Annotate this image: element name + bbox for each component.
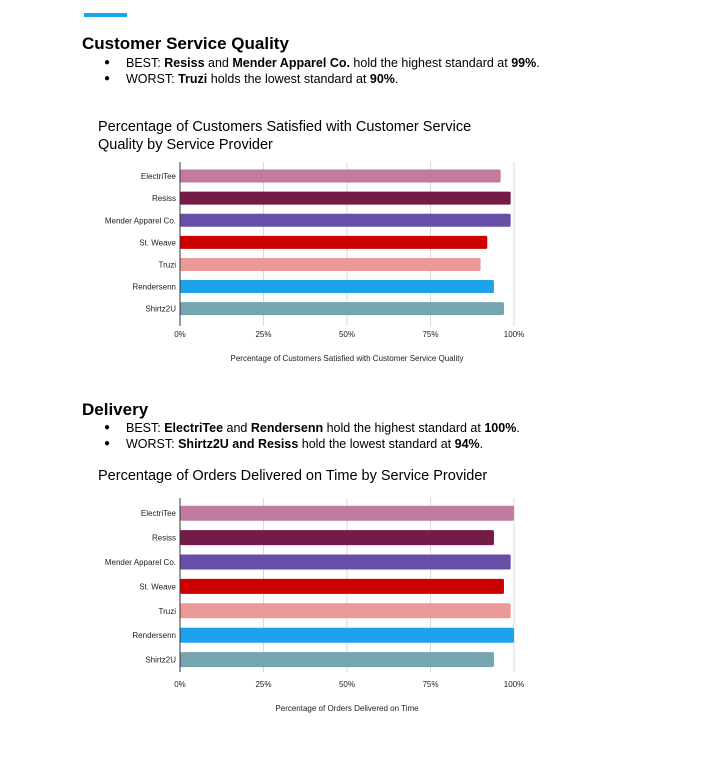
section-title-customer-service: Customer Service Quality: [82, 34, 289, 53]
category-label: Resiss: [152, 194, 176, 203]
category-label: St. Weave: [139, 582, 176, 591]
bullet-text: holds the lowest standard at: [207, 72, 370, 86]
category-label: Resiss: [152, 534, 176, 543]
bullet-text: and: [204, 56, 233, 70]
x-tick-label: 75%: [422, 330, 438, 339]
bar: [180, 530, 494, 546]
bullet-highlight: 100%: [484, 421, 517, 435]
category-label: Truzi: [159, 260, 177, 269]
bullet-highlight: Rendersenn: [250, 421, 324, 435]
bullet-text: hold the highest standard at: [323, 421, 485, 435]
bullet-highlight: Mender Apparel Co.: [232, 56, 350, 70]
bullet-item: BEST: Resiss and Mender Apparel Co. hold…: [104, 55, 540, 71]
bullet-text: BEST:: [126, 421, 165, 435]
x-tick-label: 25%: [255, 330, 271, 339]
bullet-text: .: [394, 72, 399, 86]
category-label: Truzi: [159, 607, 177, 616]
bullet-highlight: Resiss: [164, 56, 205, 70]
bar: [180, 652, 494, 668]
accent-bar: [84, 13, 127, 17]
bullet-highlight: 90%: [369, 72, 395, 86]
bar: [180, 235, 488, 249]
customer-service-bullets: BEST: Resiss and Mender Apparel Co. hold…: [104, 55, 540, 87]
x-tick-label: 100%: [504, 680, 524, 689]
bullet-item: WORST: Shirtz2U and Resiss hold the lowe…: [104, 436, 520, 452]
x-tick-label: 50%: [339, 330, 355, 339]
bullet-text: .: [479, 437, 484, 451]
bullet-text: WORST:: [126, 72, 179, 86]
bullet-text: .: [536, 56, 540, 70]
bar: [180, 257, 481, 271]
bullet-highlight: Shirtz2U and Resiss: [178, 437, 299, 451]
bar: [180, 302, 504, 316]
bar: [180, 603, 511, 619]
x-tick-label: 0%: [174, 330, 186, 339]
x-axis-label: Percentage of Orders Delivered on Time: [275, 704, 419, 713]
category-label: St. Weave: [139, 238, 176, 247]
bullet-text: hold the highest standard at: [349, 56, 512, 70]
bullet-highlight: 94%: [454, 437, 480, 451]
section-title-delivery: Delivery: [82, 400, 149, 419]
x-tick-label: 75%: [422, 680, 438, 689]
x-tick-label: 25%: [255, 680, 271, 689]
bar: [180, 505, 514, 521]
category-label: Mender Apparel Co.: [105, 216, 176, 225]
category-label: ElectriTee: [141, 172, 177, 181]
bar: [180, 554, 511, 570]
bullet-text: and: [223, 421, 251, 435]
bullet-highlight: Truzi: [178, 72, 208, 86]
bar: [180, 578, 504, 594]
chart-title-customer-service: Percentage of Customers Satisfied with C…: [98, 119, 472, 153]
bar: [180, 280, 494, 294]
bullet-item: WORST: Truzi holds the lowest standard a…: [104, 71, 540, 87]
bullet-highlight: ElectriTee: [164, 421, 224, 435]
bullet-text: hold the lowest standard at: [298, 437, 455, 451]
x-tick-label: 50%: [339, 680, 355, 689]
x-tick-label: 0%: [174, 680, 186, 689]
bullet-highlight: 99%: [511, 56, 537, 70]
bar: [180, 191, 511, 205]
category-label: Mender Apparel Co.: [105, 558, 176, 567]
bar: [180, 213, 511, 227]
category-label: Shirtz2U: [145, 656, 176, 665]
bullet-text: WORST:: [126, 437, 179, 451]
delivery-bullets: BEST: ElectriTee and Rendersenn hold the…: [104, 420, 520, 452]
category-label: Rendersenn: [132, 631, 176, 640]
category-label: Shirtz2U: [145, 305, 176, 314]
x-axis-label: Percentage of Customers Satisfied with C…: [231, 354, 464, 363]
bullet-text: BEST:: [126, 56, 165, 70]
category-label: ElectriTee: [141, 509, 177, 518]
x-tick-label: 100%: [504, 330, 524, 339]
bar: [180, 169, 501, 183]
bullet-text: .: [516, 421, 520, 435]
chart-title-delivery: Percentage of Orders Delivered on Time b…: [98, 468, 488, 484]
bullet-item: BEST: ElectriTee and Rendersenn hold the…: [104, 420, 520, 436]
bar: [180, 627, 514, 643]
customer-service-chart: 0% 25% 50% 75% 100% ElectriTee Resiss Mender Ap…: [105, 162, 524, 363]
category-label: Rendersenn: [132, 283, 176, 292]
